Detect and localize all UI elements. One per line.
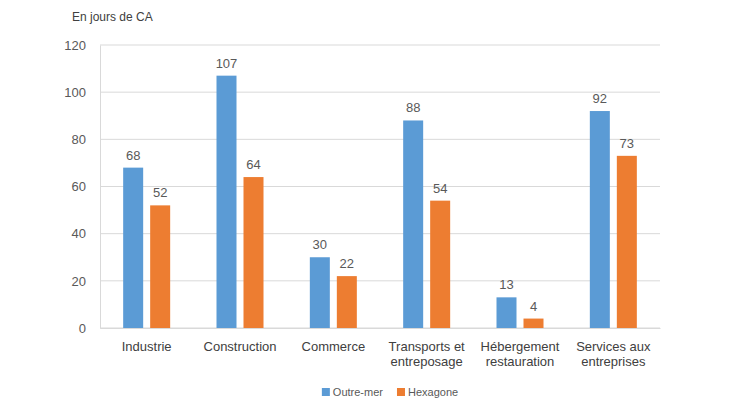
bar xyxy=(430,201,450,328)
bar xyxy=(123,168,143,328)
data-label: 68 xyxy=(126,148,140,163)
x-tick: Hébergementrestauration xyxy=(481,328,560,369)
y-tick-label: 120 xyxy=(64,38,86,53)
x-tick-label-line: Services aux xyxy=(576,339,651,354)
x-tick: Commerce xyxy=(302,328,366,354)
chart: 0 20 40 60 80 100 120 68 107 30 88 13 92 52 64 22 54 4 73 I… xyxy=(0,0,730,410)
data-label: 22 xyxy=(340,256,354,271)
bar xyxy=(337,276,357,328)
x-tick: Transports etentreposage xyxy=(389,328,465,369)
bar xyxy=(244,177,264,328)
grid-line xyxy=(100,328,660,329)
x-tick: Services auxentreprises xyxy=(576,328,651,369)
data-label: 107 xyxy=(216,56,238,71)
bar xyxy=(497,297,517,328)
y-tick: 0 xyxy=(79,321,100,336)
x-tick-label-line: Transports et xyxy=(389,339,465,354)
bar xyxy=(310,257,330,328)
grid-line xyxy=(100,280,660,281)
grid-line xyxy=(100,45,660,46)
bar xyxy=(150,205,170,328)
y-tick: 20 xyxy=(72,273,100,288)
y-tick-label: 80 xyxy=(72,132,86,147)
x-axis-line xyxy=(101,328,661,329)
legend-label: Outre-mer xyxy=(333,386,383,398)
legend-item: Hexagone xyxy=(397,386,458,398)
x-tick-label: Industrie xyxy=(122,339,172,354)
bar xyxy=(403,120,423,328)
y-tick: 80 xyxy=(72,132,100,147)
y-tick-label: 100 xyxy=(64,85,86,100)
x-tick-label-line: entreprises xyxy=(581,354,646,369)
bar xyxy=(617,156,637,328)
y-label: En jours de CA xyxy=(72,10,153,24)
grid-line xyxy=(100,233,660,234)
y-tick-label: 40 xyxy=(72,226,86,241)
y-tick: 120 xyxy=(64,38,100,53)
data-label: 52 xyxy=(153,185,167,200)
bar xyxy=(524,319,544,328)
x-tick-label-line: entreposage xyxy=(391,354,463,369)
x-tick-label: Construction xyxy=(204,339,277,354)
grid-line xyxy=(100,186,660,187)
data-label: 64 xyxy=(246,157,260,172)
x-tick-label-line: Industrie xyxy=(122,339,172,354)
y-tick: 60 xyxy=(72,179,100,194)
x-tick-label-line: restauration xyxy=(486,354,555,369)
y-tick: 100 xyxy=(64,85,100,100)
x-tick: Construction xyxy=(204,328,277,354)
legend-swatch xyxy=(397,388,405,396)
plot: 0 20 40 60 80 100 120 68 107 30 88 13 92 52 64 22 54 4 73 I… xyxy=(64,38,660,370)
grid-line xyxy=(100,92,660,93)
data-label: 54 xyxy=(433,181,447,196)
data-label: 92 xyxy=(593,91,607,106)
x-axis: Industrie Construction Commerce Transports … xyxy=(101,328,661,369)
x-tick-label-line: Commerce xyxy=(302,339,366,354)
x-tick-label: Commerce xyxy=(302,339,366,354)
legend-swatch xyxy=(322,388,330,396)
data-label: 13 xyxy=(499,277,513,292)
y-tick: 40 xyxy=(72,226,100,241)
x-tick: Industrie xyxy=(122,328,172,354)
y-axis: 0 20 40 60 80 100 120 xyxy=(64,38,100,336)
x-tick-label-line: Hébergement xyxy=(481,339,560,354)
bar xyxy=(217,76,237,328)
bar xyxy=(590,111,610,328)
legend-label: Hexagone xyxy=(408,386,458,398)
x-tick-label: Hébergementrestauration xyxy=(481,339,560,369)
grid xyxy=(100,45,660,328)
data-label: 30 xyxy=(313,237,327,252)
y-tick-label: 0 xyxy=(79,321,86,336)
x-tick-label: Transports etentreposage xyxy=(389,339,465,369)
y-tick-label: 60 xyxy=(72,179,86,194)
data-labels: 68 107 30 88 13 92 52 64 22 54 4 73 xyxy=(126,56,634,314)
grid-line xyxy=(100,139,660,140)
y-tick-label: 20 xyxy=(72,273,86,288)
legend-item: Outre-mer xyxy=(322,386,383,398)
data-label: 4 xyxy=(530,299,537,314)
x-tick-label-line: Construction xyxy=(204,339,277,354)
y-axis-line xyxy=(100,46,101,329)
x-tick-label: Services auxentreprises xyxy=(576,339,651,369)
data-label: 73 xyxy=(620,136,634,151)
bars xyxy=(123,76,637,328)
data-label: 88 xyxy=(406,100,420,115)
legend: Outre-mer Hexagone xyxy=(322,386,458,398)
